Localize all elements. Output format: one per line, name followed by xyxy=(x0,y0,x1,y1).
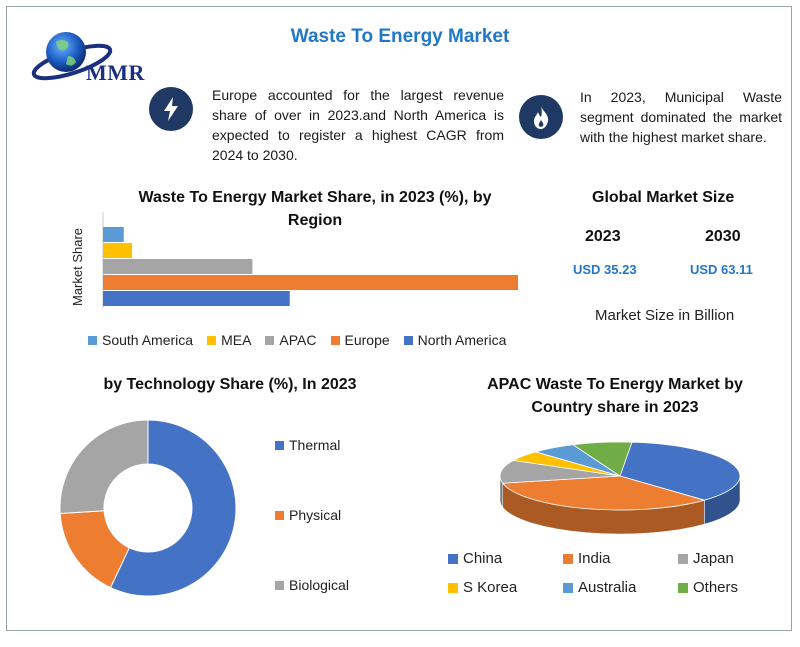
legend-item-china: China xyxy=(448,550,563,567)
region-bar-chart: Market Share xyxy=(70,212,518,308)
legend-item-japan: Japan xyxy=(678,550,778,567)
year-2023-label: 2023 xyxy=(585,228,621,245)
legend-swatch xyxy=(563,553,573,564)
flame-icon xyxy=(519,95,563,139)
legend-item-india: India xyxy=(563,550,678,567)
legend-swatch xyxy=(448,582,458,593)
legend-swatch xyxy=(678,582,688,593)
bar-europe xyxy=(103,275,518,290)
legend-item-apac: APAC xyxy=(265,332,317,348)
legend-item-others: Others xyxy=(678,579,778,596)
legend-label: Physical xyxy=(289,507,342,523)
legend-swatch xyxy=(563,582,573,593)
page-title: Waste To Energy Market xyxy=(290,26,510,47)
legend-swatch xyxy=(330,335,340,345)
pie-slice-india xyxy=(501,475,706,511)
legend-label: Biological xyxy=(289,577,349,593)
legend-item-s-korea: S Korea xyxy=(448,579,563,596)
legend-item-biological: Biological xyxy=(275,577,349,593)
donut-slice-biological xyxy=(59,419,149,515)
legend-item-physical: Physical xyxy=(275,507,349,523)
legend-label: Others xyxy=(693,579,739,596)
technology-donut-chart xyxy=(59,419,237,597)
municipal-insight-text: In 2023, Municipal Waste segment dominat… xyxy=(580,89,782,145)
legend-label: Australia xyxy=(578,579,637,596)
region-legend: South America MEA APAC Europe North America xyxy=(88,332,506,348)
legend-label: South America xyxy=(102,332,194,348)
legend-swatch xyxy=(207,335,217,345)
legend-swatch xyxy=(678,553,688,564)
legend-item-thermal: Thermal xyxy=(275,437,349,453)
legend-label: India xyxy=(578,550,611,567)
europe-insight-text: Europe accounted for the largest revenue… xyxy=(212,87,504,163)
legend-item-australia: Australia xyxy=(563,579,678,596)
global-market-title: Global Market Size xyxy=(592,189,735,206)
legend-swatch xyxy=(275,580,284,590)
legend-swatch xyxy=(275,440,284,450)
legend-item-europe: Europe xyxy=(330,332,390,348)
region-chart-title: Waste To Energy Market Share, in 2023 (%… xyxy=(138,189,492,229)
legend-swatch xyxy=(88,335,97,345)
legend-label: Thermal xyxy=(289,437,341,453)
bar-south-america xyxy=(103,227,124,242)
legend-label: S Korea xyxy=(463,579,518,596)
apac-chart-title: APAC Waste To Energy Market by Country s… xyxy=(487,376,743,416)
mmr-logo: MMR xyxy=(28,26,168,92)
technology-legend: Thermal Physical Biological xyxy=(275,437,349,647)
legend-label: North America xyxy=(417,332,507,348)
legend-label: China xyxy=(463,550,503,567)
legend-swatch xyxy=(275,510,284,520)
legend-label: MEA xyxy=(221,332,252,348)
legend-item-north-america: North America xyxy=(403,332,507,348)
legend-label: Europe xyxy=(344,332,390,348)
apac-3d-pie-chart xyxy=(499,441,741,535)
apac-legend: China India Japan S Korea Australia Others xyxy=(448,550,778,596)
legend-item-south-america: South America xyxy=(88,332,193,348)
legend-swatch xyxy=(403,335,413,345)
legend-item-mea: MEA xyxy=(207,332,251,348)
lightning-bolt-icon xyxy=(149,87,193,131)
value-2030: USD 63.11 xyxy=(690,262,753,277)
bar-mea xyxy=(103,243,133,258)
y-axis-label: Market Share xyxy=(70,228,85,306)
pie-slice-china xyxy=(619,441,741,501)
donut-slice-thermal xyxy=(109,419,237,597)
legend-swatch xyxy=(448,553,458,564)
logo-text: MMR xyxy=(86,60,145,85)
year-2030-label: 2030 xyxy=(705,228,741,245)
pie-slice-others xyxy=(571,441,633,477)
value-2023: USD 35.23 xyxy=(573,262,637,277)
bar-north-america xyxy=(103,291,290,306)
bar-apac xyxy=(103,259,253,274)
legend-swatch xyxy=(265,335,275,345)
legend-label: Japan xyxy=(693,550,734,567)
globe-logo-icon xyxy=(31,32,113,81)
pie-slice-japan xyxy=(499,459,621,484)
legend-label: APAC xyxy=(279,332,317,348)
market-size-note: Market Size in Billion xyxy=(595,307,735,324)
infographic-frame xyxy=(6,6,792,631)
technology-chart-title: by Technology Share (%), In 2023 xyxy=(103,376,357,393)
